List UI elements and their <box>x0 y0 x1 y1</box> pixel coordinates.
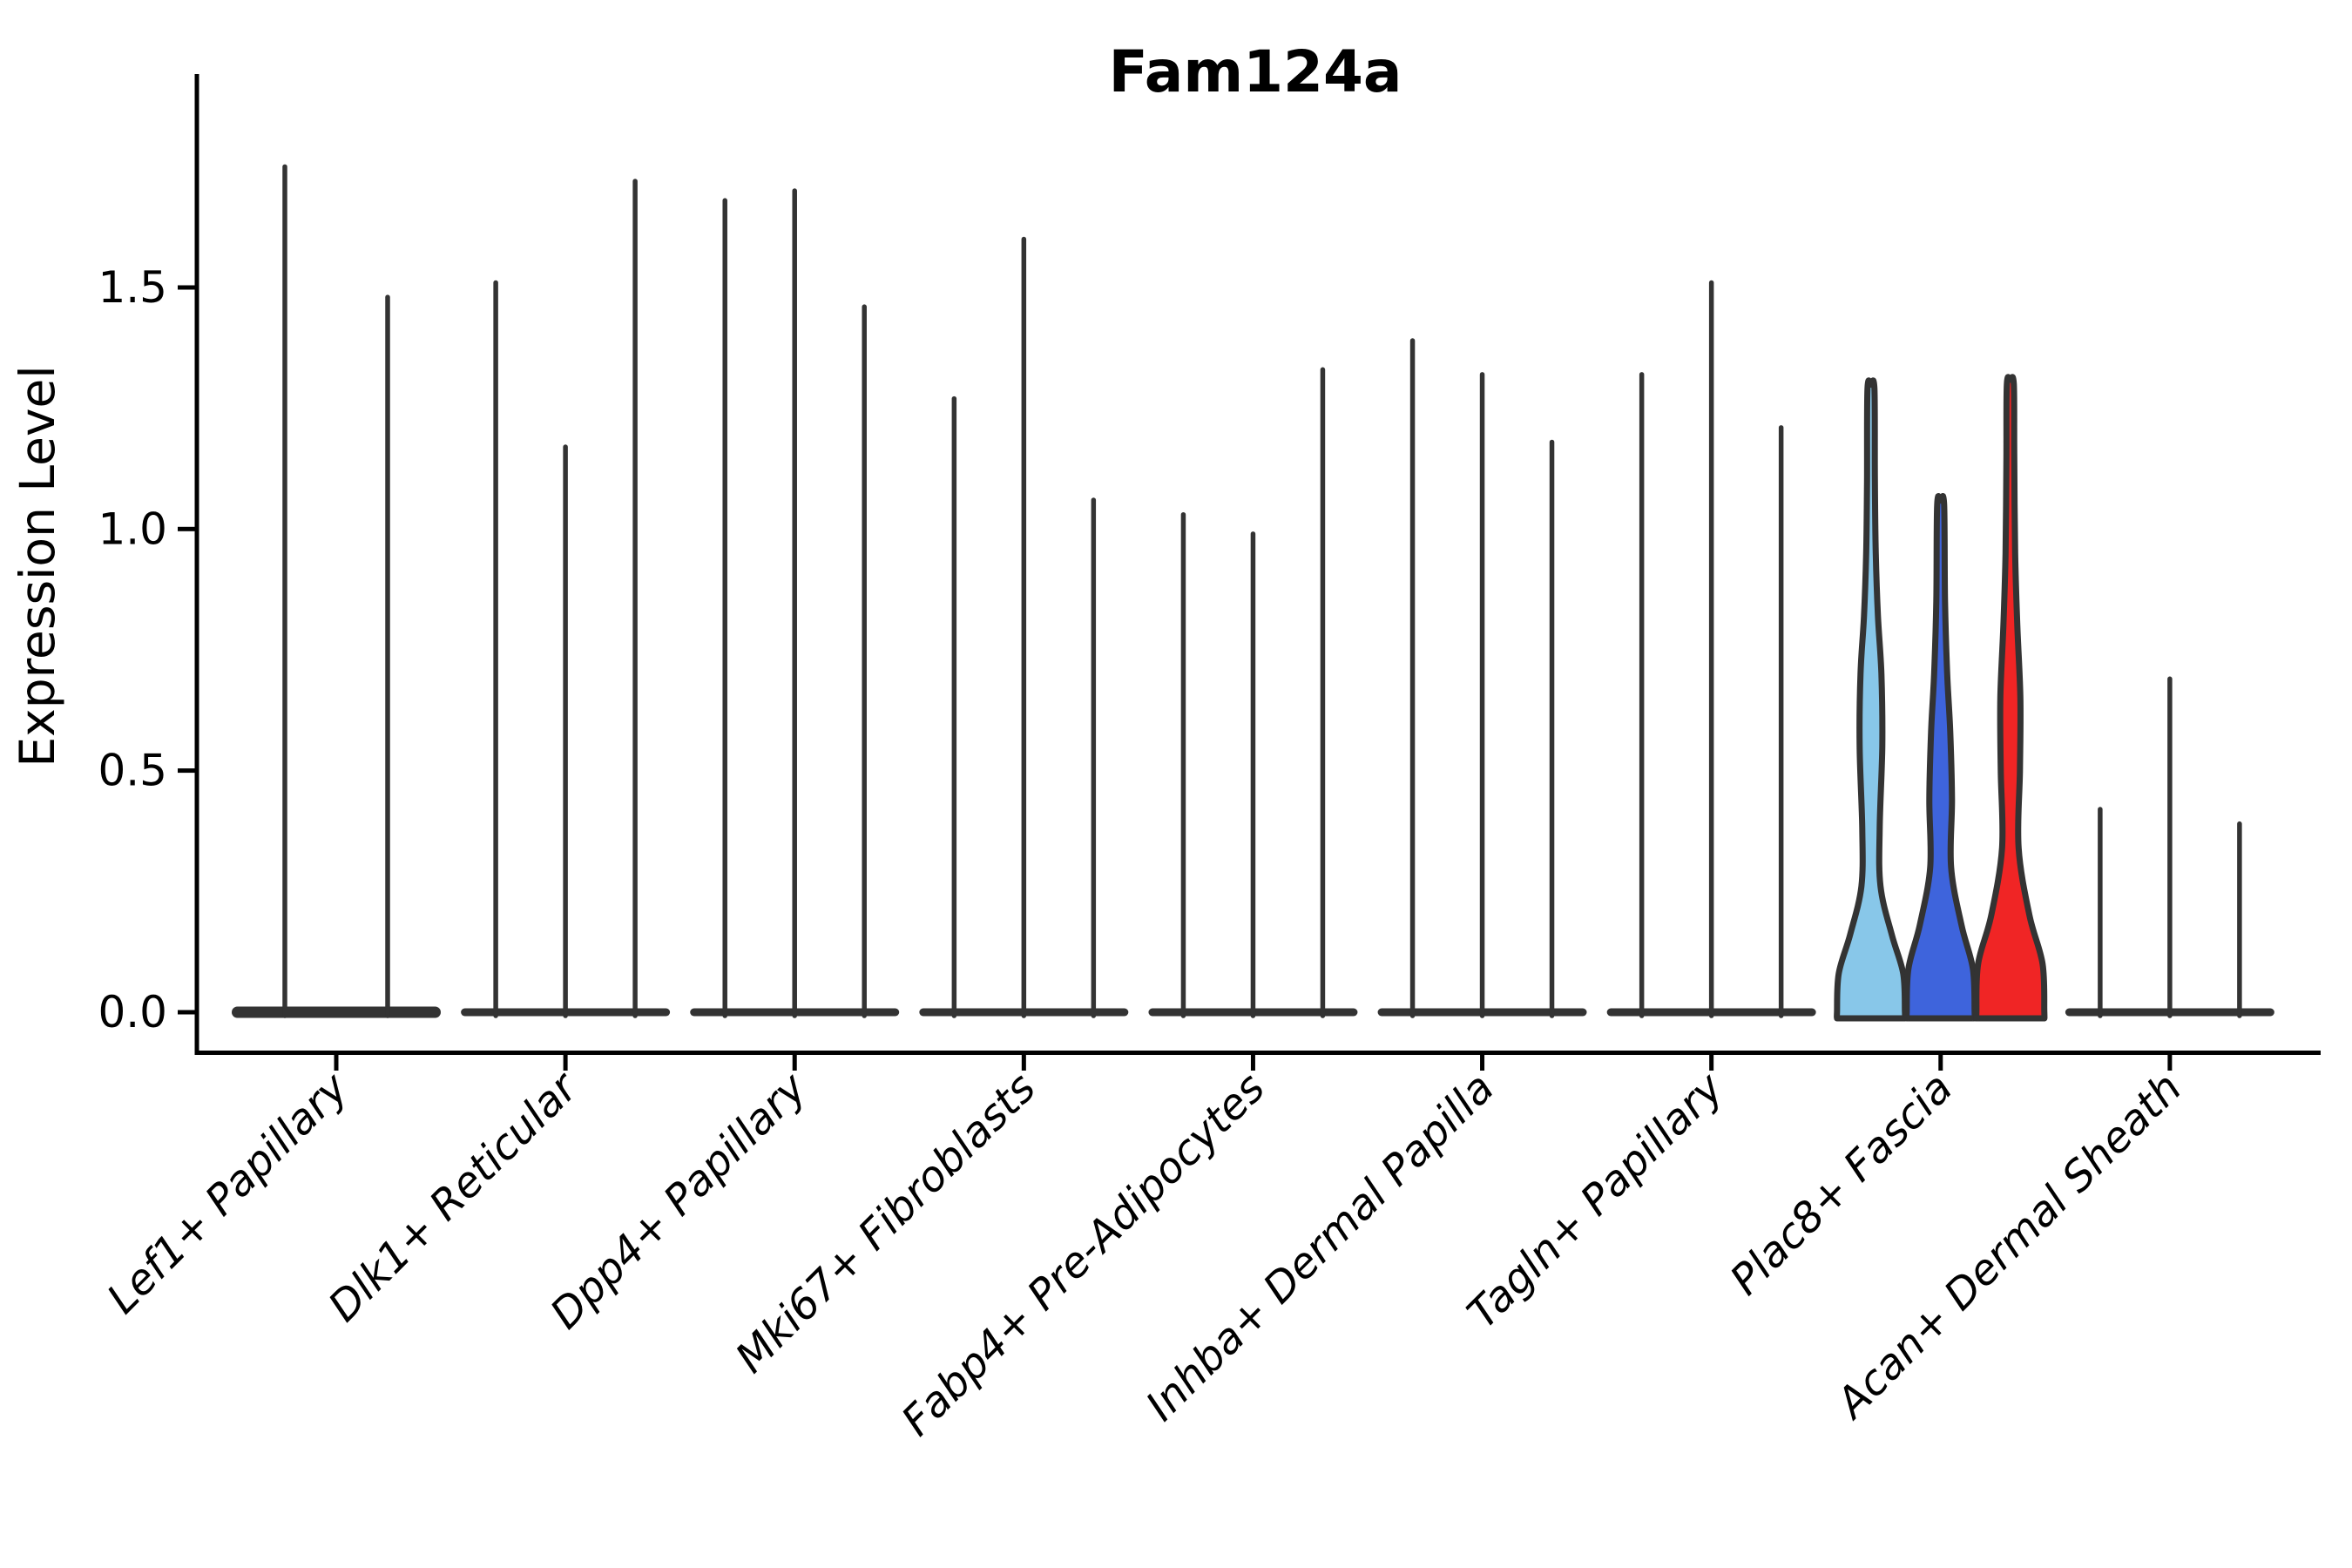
violin-group-1 <box>461 179 671 1018</box>
x-tick-label-dpp4-papillary: Dpp4+ Papillary <box>541 1063 816 1338</box>
violin-group-5 <box>1377 338 1587 1018</box>
x-tick-label-dlk1-reticular: Dlk1+ Reticular <box>319 1062 589 1332</box>
y-tick-label-0.0: 0.0 <box>98 987 167 1037</box>
violin-group-7 <box>1834 374 2048 1022</box>
violin-highlight-7-2 <box>1973 374 2048 1022</box>
left-spine <box>194 74 199 1055</box>
violin-group-6 <box>1606 280 1816 1018</box>
violin-group-3 <box>919 236 1129 1018</box>
violin-group-2 <box>690 188 900 1018</box>
y-tick-labels: 0.0 0.5 1.0 1.5 <box>98 262 167 1037</box>
x-tick-5 <box>1480 1055 1485 1071</box>
x-tick-8 <box>2167 1055 2173 1071</box>
x-tick-0 <box>334 1055 339 1071</box>
x-tick-label-lef1-papillary: Lef1+ Papillary <box>98 1063 358 1323</box>
y-tick-0.0 <box>178 1010 197 1015</box>
violin-highlight-7-1 <box>1903 493 1978 1022</box>
x-tick-6 <box>1709 1055 1714 1071</box>
x-tick-1 <box>563 1055 568 1071</box>
y-tick-label-0.5: 0.5 <box>98 746 167 796</box>
violin-group-0 <box>232 164 441 1018</box>
violin-highlight-7-0 <box>1834 377 1909 1022</box>
x-tick-marks <box>334 1055 2173 1071</box>
violin-base-bar <box>232 1006 441 1018</box>
x-tick-4 <box>1250 1055 1255 1071</box>
x-tick-7 <box>1938 1055 1943 1071</box>
y-tick-0.5 <box>178 768 197 774</box>
x-tick-3 <box>1021 1055 1026 1071</box>
x-tick-2 <box>792 1055 797 1071</box>
x-tick-label-plac8-fascia: Plac8+ Fascia <box>1721 1064 1963 1305</box>
y-tick-label-1.5: 1.5 <box>98 262 167 313</box>
violin-group-4 <box>1148 367 1358 1018</box>
violin-group-8 <box>2065 676 2274 1018</box>
x-tick-label-tagln-papillary: Tagln+ Papillary <box>1458 1063 1734 1338</box>
y-tick-label-1.0: 1.0 <box>98 504 167 554</box>
chart-title: Fam124a <box>1109 38 1402 105</box>
y-tick-marks <box>178 285 197 1015</box>
bottom-spine <box>194 1051 2321 1055</box>
y-axis-label: Expression Level <box>10 365 65 767</box>
x-tick-label-fabp4-pre-adipocytes: Fabp4+ Pre-Adipocytes <box>892 1064 1274 1446</box>
y-tick-1.5 <box>178 285 197 290</box>
x-tick-labels: Lef1+ Papillary Dlk1+ Reticular Dpp4+ Pa… <box>98 1062 2191 1446</box>
violin-bodies <box>232 164 2274 1022</box>
y-tick-1.0 <box>178 526 197 531</box>
